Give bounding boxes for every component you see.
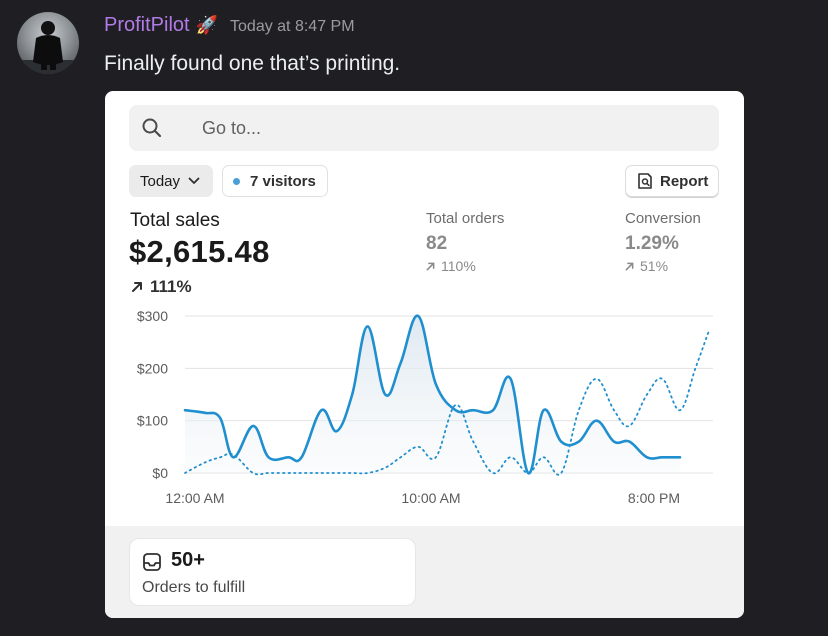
total-sales-value: $2,615.48 xyxy=(129,234,270,269)
total-orders-value: 82 xyxy=(426,233,448,254)
visitors-badge[interactable]: 7 visitors xyxy=(222,165,328,197)
y-tick-label: $200 xyxy=(137,360,168,376)
total-sales-label: Total sales xyxy=(130,210,220,231)
footer-panel: 50+ Orders to fulfill xyxy=(105,526,744,618)
y-tick-label: $0 xyxy=(152,465,168,481)
orders-to-fulfill-label: Orders to fulfill xyxy=(142,579,246,596)
total-orders-label: Total orders xyxy=(426,210,505,227)
search-placeholder: Go to... xyxy=(202,118,262,138)
sales-chart: $300 $200 $100 $0 12:00 AM 10:00 AM 8:00 PM xyxy=(137,308,713,506)
message-text: Finally found one that’s printing. xyxy=(104,52,401,75)
arrow-up-right-icon xyxy=(625,262,634,270)
series-line-comparison xyxy=(184,330,710,476)
avatar[interactable] xyxy=(17,12,79,74)
date-filter-dropdown[interactable]: Today xyxy=(129,165,213,197)
date-filter-label: Today xyxy=(140,172,181,190)
conversion-change-value: 51% xyxy=(640,258,669,274)
arrow-up-right-icon xyxy=(426,262,435,270)
report-button[interactable]: Report xyxy=(625,165,719,197)
x-tick-label: 8:00 PM xyxy=(628,490,680,506)
inbox-icon xyxy=(143,553,161,571)
visitors-label: 7 visitors xyxy=(250,172,316,190)
series-line-current xyxy=(183,314,682,475)
series-area-fill xyxy=(185,315,680,474)
conversion-change: 51% xyxy=(624,258,668,274)
arrow-up-right-icon xyxy=(132,282,142,292)
username[interactable]: ProfitPilot xyxy=(104,14,190,36)
conversion-label: Conversion xyxy=(625,210,701,227)
search-bar[interactable]: Go to... xyxy=(129,105,719,151)
report-label: Report xyxy=(660,172,709,190)
y-tick-label: $100 xyxy=(137,413,168,429)
silhouette-icon xyxy=(17,21,79,74)
live-dot-icon xyxy=(233,177,240,185)
orders-to-fulfill-count: 50+ xyxy=(171,549,205,571)
total-orders-change-value: 110% xyxy=(441,258,476,274)
total-sales-change-value: 111% xyxy=(150,277,192,296)
x-tick-label: 12:00 AM xyxy=(165,490,224,506)
dashboard-screenshot: Go to... Today 7 visitors Report Total s… xyxy=(105,91,744,618)
chevron-down-icon xyxy=(188,177,200,184)
search-icon xyxy=(142,118,162,138)
total-sales-change: 111% xyxy=(130,277,192,297)
total-orders-change: 110% xyxy=(425,258,476,274)
report-icon xyxy=(638,173,652,189)
message-header: ProfitPilot 🚀 Today at 8:47 PM xyxy=(104,14,355,40)
x-tick-label: 10:00 AM xyxy=(401,490,460,506)
y-tick-label: $300 xyxy=(137,308,168,324)
conversion-value: 1.29% xyxy=(625,233,679,254)
orders-to-fulfill-card[interactable]: 50+ Orders to fulfill xyxy=(129,538,416,606)
timestamp: Today at 8:47 PM xyxy=(230,18,355,35)
rocket-emoji: 🚀 xyxy=(195,15,219,35)
